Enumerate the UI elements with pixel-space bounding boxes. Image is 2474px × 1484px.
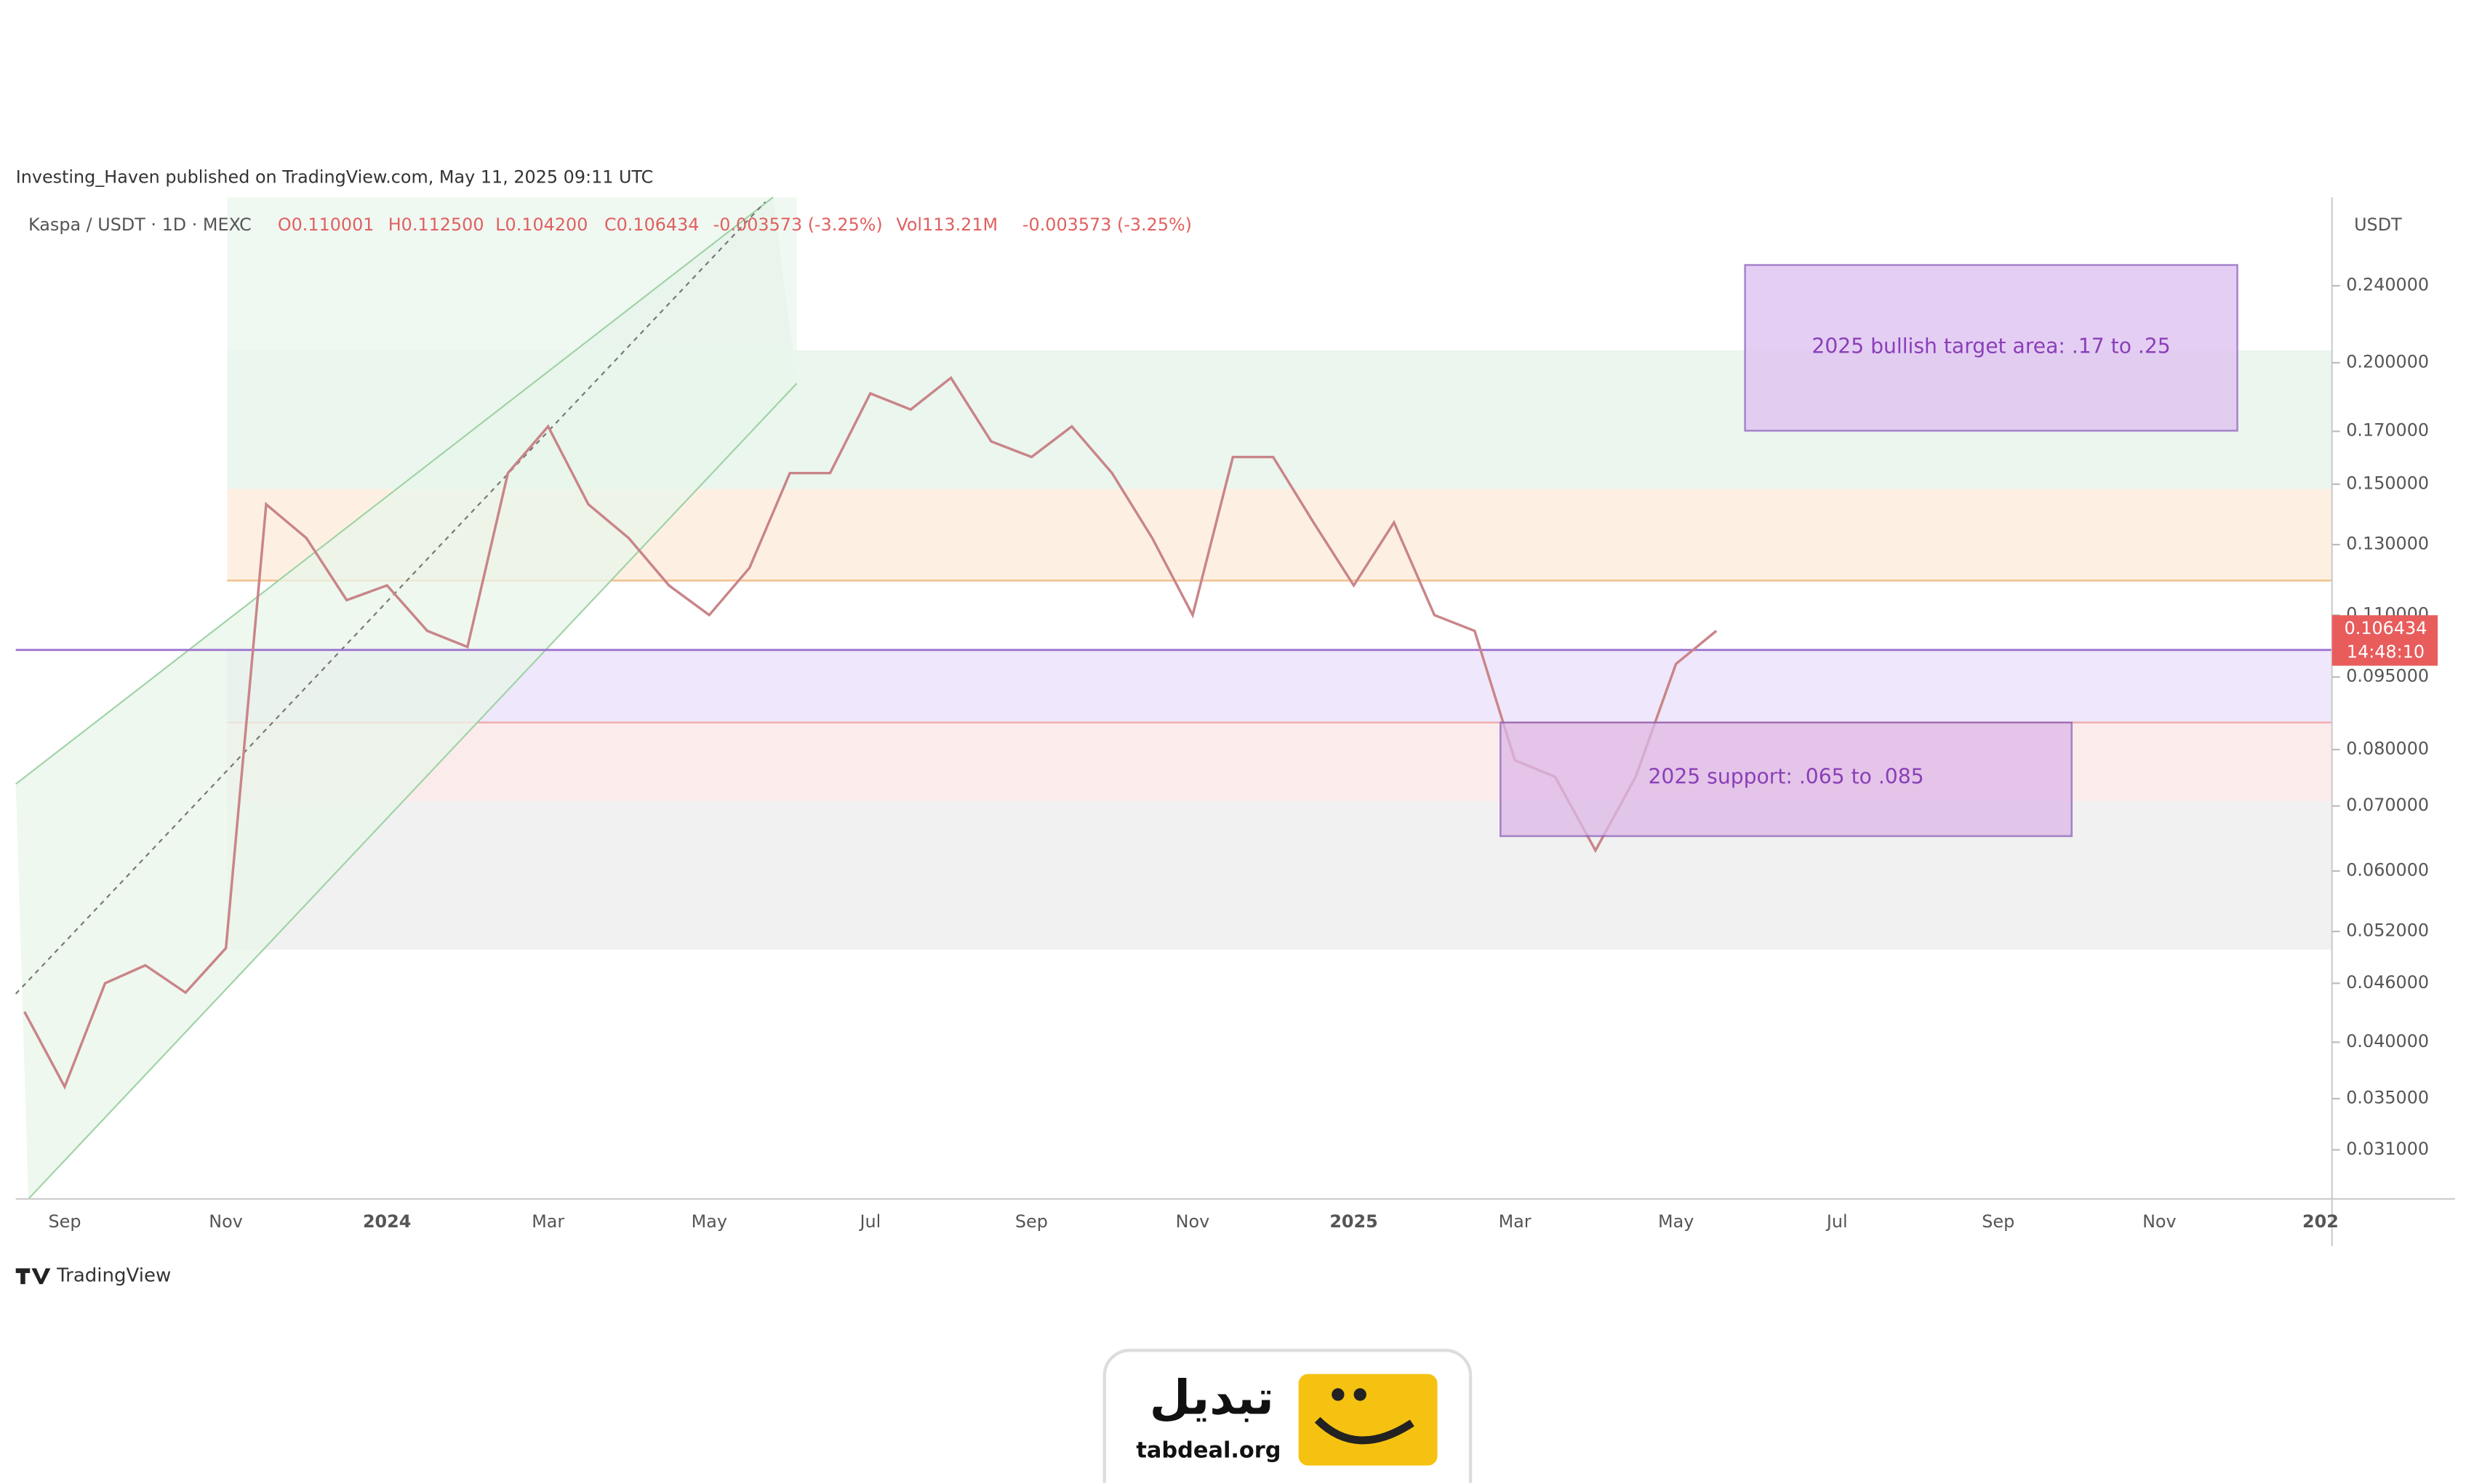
ohlc: L0.104200 (495, 214, 588, 235)
y-tick-label: 0.240000 (2346, 274, 2429, 294)
tv-icon (15, 1268, 51, 1285)
ohlc: O0.110001 (278, 214, 375, 235)
annotation: 2025 support: .065 to .085 (1648, 765, 1923, 789)
price-tag (2331, 615, 2438, 666)
axes: 0.240000 0.200000 0.170000 0.150000 0.130000… (49, 274, 2430, 1231)
footer-brand: TradingView (56, 1265, 171, 1287)
x-tick-label: Mar (532, 1211, 564, 1232)
y-tick-label: 0.200000 (2346, 351, 2429, 372)
y-tick-label: 0.060000 (2346, 860, 2429, 881)
x-tick-label: Nov (1176, 1211, 1210, 1232)
x-tick-label: Mar (1499, 1211, 1532, 1232)
x-tick-label: Sep (1015, 1211, 1048, 1232)
y-tick-label: 0.035000 (2346, 1088, 2429, 1108)
y-tick-label: 0.040000 (2346, 1031, 2429, 1051)
x-tick-label: Sep (49, 1211, 81, 1232)
channel-fill (15, 197, 797, 1199)
logo-eye (1353, 1388, 1366, 1401)
y-tick-label: 0.170000 (2346, 420, 2429, 441)
y-tick-label: 0.130000 (2346, 534, 2429, 554)
price-line (23, 376, 1718, 1090)
x-tick-label: 2025 (1329, 1211, 1377, 1232)
zone-lavender (227, 649, 2332, 723)
x-tick-label: May (1658, 1211, 1694, 1232)
price-tag-label: 0.106434 (2345, 618, 2427, 638)
ohlc: C0.106434 (604, 214, 700, 235)
attribution: Investing_Haven published on TradingView… (16, 167, 654, 188)
y-tick-label: 0.150000 (2346, 473, 2429, 493)
y-tick-label: 0.031000 (2346, 1139, 2429, 1159)
logo-domain: tabdeal.org (1136, 1438, 1281, 1464)
x-tick-label: 2024 (363, 1211, 411, 1232)
plot-area (23, 376, 1718, 1090)
volume: Vol113.21M (896, 214, 998, 235)
logo-smile (1314, 1416, 1414, 1445)
y-tick-label: 0.052000 (2346, 921, 2429, 941)
axis-unit: USDT (2354, 214, 2402, 235)
y-tick-label: 0.095000 (2346, 666, 2429, 686)
x-tick-label: Nov (209, 1211, 243, 1232)
channel-line (28, 382, 798, 1200)
channel-line (15, 196, 774, 785)
y-tick-label: 0.046000 (2346, 972, 2429, 992)
ohlc: -0.003573 (-3.25%) (713, 214, 883, 235)
x-tick-label: Sep (1982, 1211, 2014, 1232)
x-tick-label: May (692, 1211, 727, 1232)
countdown: 14:48:10 (2347, 642, 2425, 662)
symbol: Kaspa / USDT · 1D · MEXC (28, 214, 252, 235)
volume: -0.003573 (-3.25%) (1022, 214, 1192, 235)
channel-midline (15, 201, 766, 995)
ohlc: H0.112500 (388, 214, 484, 235)
annotation: 2025 bullish target area: .17 to .25 (1812, 334, 2170, 358)
logo-name: تبدیل (1150, 1371, 1274, 1426)
x-tick-label: Jul (858, 1211, 881, 1232)
zone-green-top (227, 197, 797, 350)
x-tick-label: 202 (2302, 1211, 2339, 1232)
y-tick-label: 0.080000 (2346, 738, 2429, 758)
logo-eye (1332, 1388, 1345, 1401)
x-tick-label: Nov (2142, 1211, 2177, 1232)
target-box (1744, 264, 2238, 432)
y-tick-label: 0.070000 (2346, 795, 2429, 815)
x-tick-label: Jul (1825, 1211, 1848, 1232)
support-box (1500, 721, 2073, 838)
